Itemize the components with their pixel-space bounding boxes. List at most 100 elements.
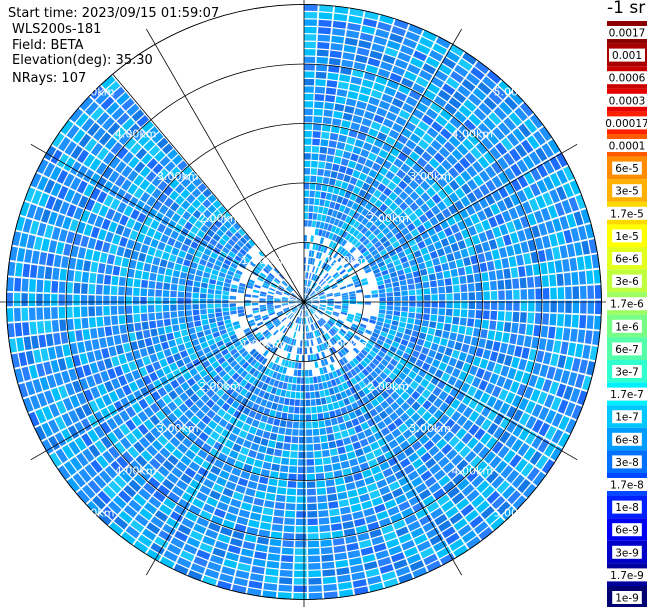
data-gate <box>66 318 74 331</box>
data-gate <box>111 378 121 390</box>
data-gate <box>422 63 437 75</box>
data-gate <box>319 297 326 300</box>
data-gate <box>475 368 485 379</box>
data-gate <box>325 332 331 340</box>
data-gate <box>530 388 541 402</box>
data-gate <box>363 507 375 517</box>
data-gate <box>389 164 400 174</box>
data-gate <box>266 302 274 305</box>
data-gate <box>379 14 394 25</box>
data-gate <box>304 168 311 175</box>
data-gate <box>347 427 356 436</box>
data-gate <box>286 321 292 328</box>
data-gate <box>155 312 163 320</box>
data-gate <box>80 295 88 306</box>
data-gate <box>512 311 520 323</box>
data-gate <box>231 284 238 289</box>
data-gate <box>425 334 434 342</box>
data-gate <box>404 185 414 196</box>
data-gate <box>98 132 112 146</box>
data-gate <box>139 166 151 178</box>
data-gate <box>373 138 384 148</box>
data-gate <box>158 266 166 275</box>
data-gate <box>33 236 43 251</box>
data-gate <box>190 241 199 250</box>
data-gate <box>162 523 176 536</box>
data-gate <box>388 267 396 274</box>
data-gate <box>346 362 353 370</box>
data-gate <box>386 301 394 306</box>
data-gate <box>317 260 322 267</box>
data-gate <box>211 269 219 276</box>
data-gate <box>486 132 500 146</box>
data-gate <box>359 32 374 42</box>
data-gate <box>570 388 581 403</box>
data-gate <box>328 330 335 337</box>
data-gate <box>305 300 312 302</box>
data-gate <box>413 127 426 138</box>
data-gate <box>140 296 147 305</box>
data-gate <box>509 333 518 345</box>
range-ring-label: 3.00km <box>409 422 451 435</box>
data-gate <box>433 451 445 462</box>
data-gate <box>304 145 312 153</box>
data-gate <box>431 308 438 315</box>
data-gate <box>437 230 447 240</box>
data-gate <box>314 191 321 198</box>
data-gate <box>408 289 416 296</box>
data-gate <box>240 502 252 511</box>
data-gate <box>91 201 102 215</box>
data-gate <box>190 261 198 269</box>
data-gate <box>337 574 351 583</box>
data-gate <box>189 443 201 454</box>
data-gate <box>228 251 236 258</box>
data-gate <box>77 149 89 164</box>
data-gate <box>304 26 317 34</box>
data-gate <box>92 495 106 510</box>
data-gate <box>279 577 293 585</box>
data-gate <box>95 91 110 105</box>
data-gate <box>411 365 421 374</box>
data-gate <box>273 329 279 336</box>
data-gate <box>93 425 106 439</box>
data-gate <box>290 443 298 451</box>
data-gate <box>450 410 462 422</box>
data-gate <box>327 433 335 442</box>
data-gate <box>361 182 371 191</box>
data-gate <box>323 109 333 117</box>
data-gate <box>173 419 184 430</box>
data-gate <box>506 405 517 419</box>
data-gate <box>249 348 257 356</box>
data-gate <box>313 116 323 124</box>
data-gate <box>395 396 405 406</box>
data-gate <box>429 463 442 475</box>
data-gate <box>244 300 251 303</box>
data-gate <box>428 482 441 494</box>
data-gate <box>226 356 235 364</box>
data-gate <box>314 198 320 206</box>
data-gate <box>360 349 368 356</box>
data-gate <box>357 214 365 223</box>
data-gate <box>256 321 264 327</box>
data-gate <box>289 304 296 308</box>
data-gate <box>370 89 383 99</box>
data-gate <box>341 197 349 206</box>
data-gate <box>282 540 294 548</box>
data-gate <box>341 222 349 230</box>
data-gate <box>241 350 249 358</box>
data-gate <box>323 222 329 230</box>
data-gate <box>304 130 312 138</box>
data-gate <box>314 450 322 458</box>
data-gate <box>378 193 388 203</box>
data-gate <box>315 330 320 337</box>
data-gate <box>460 196 471 207</box>
data-gate <box>207 288 215 294</box>
data-gate <box>558 432 570 448</box>
data-gate <box>139 347 148 358</box>
data-gate <box>260 414 269 423</box>
data-gate <box>54 432 67 447</box>
data-gate <box>200 309 207 315</box>
data-gate <box>51 294 58 306</box>
data-gate <box>238 286 246 291</box>
data-gate <box>446 301 453 309</box>
